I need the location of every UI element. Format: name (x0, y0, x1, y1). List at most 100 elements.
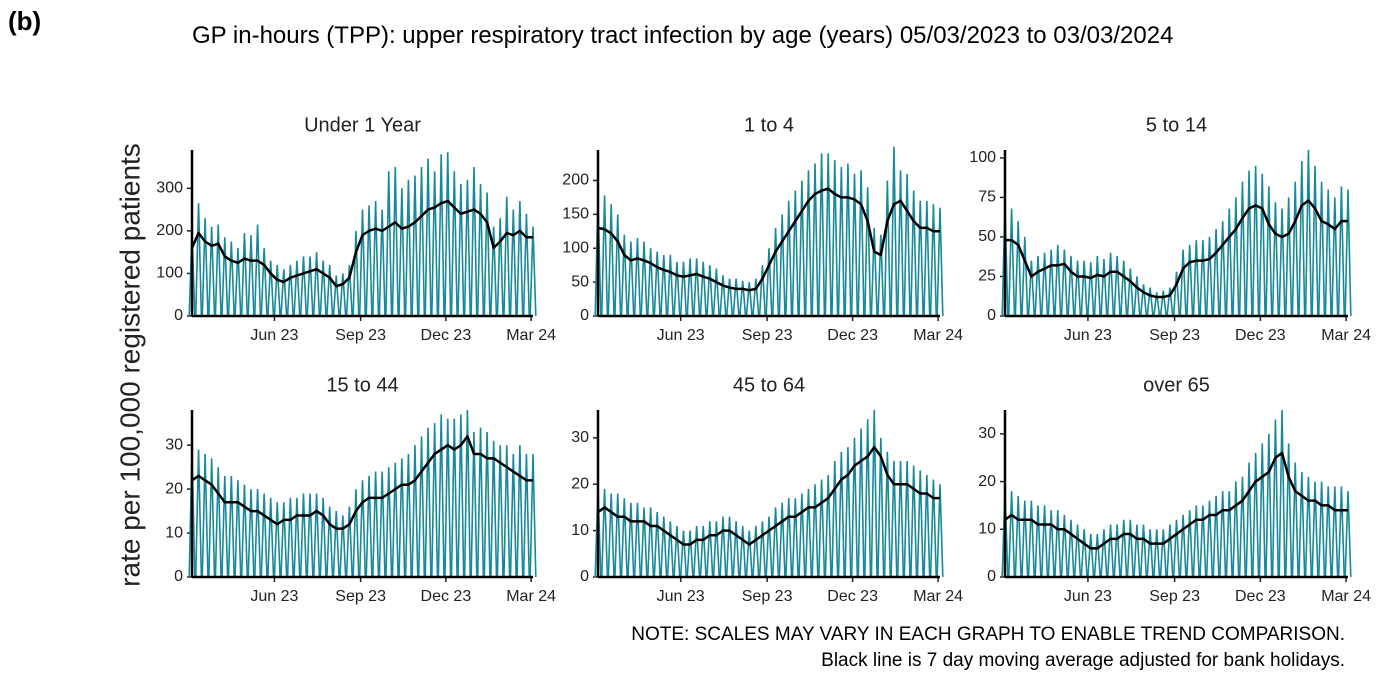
daily-spike (1311, 481, 1319, 578)
panel-title: Under 1 Year (304, 114, 421, 136)
daily-spike (633, 238, 642, 317)
daily-spike (804, 170, 813, 317)
daily-spike (1245, 170, 1253, 317)
chart-title: GP in-hours (TPP): upper respiratory tra… (192, 22, 1174, 49)
daily-spike (1113, 255, 1121, 317)
daily-spike (476, 184, 485, 317)
daily-spike (765, 516, 773, 578)
daily-spike (660, 516, 668, 578)
daily-spike (372, 201, 380, 317)
note: NOTE: SCALES MAY VARY IN EACH GRAPH TO E… (631, 624, 1345, 645)
daily-spike (614, 493, 622, 578)
daily-spike (896, 461, 905, 578)
daily-spike (844, 163, 852, 317)
daily-spike (1166, 287, 1174, 317)
daily-spike (1212, 495, 1220, 578)
x-tick-label: Dec 23 (421, 588, 472, 605)
daily-spike (739, 280, 747, 317)
y-tick-label: 75 (978, 189, 996, 206)
daily-spike (1304, 149, 1313, 317)
daily-spike (903, 173, 911, 317)
daily-spike (620, 234, 628, 317)
daily-spike (1120, 519, 1128, 578)
daily-spike (1199, 505, 1207, 578)
y-tick-label: 100 (969, 149, 996, 166)
daily-spike (509, 209, 517, 317)
daily-spike (870, 409, 878, 578)
daily-spike (758, 265, 767, 317)
daily-spike (1146, 287, 1154, 317)
daily-spike (378, 471, 386, 578)
x-tick-label: Mar 24 (1321, 588, 1371, 605)
x-tick-label: Jun 23 (657, 327, 705, 344)
daily-spike (1225, 491, 1233, 578)
daily-spike (693, 258, 701, 317)
daily-spike (699, 261, 707, 317)
x-tick-label: Dec 23 (827, 588, 878, 605)
daily-spike (431, 171, 439, 317)
daily-spike (666, 521, 674, 578)
daily-spike (679, 261, 688, 317)
daily-spike (483, 192, 491, 317)
daily-spike (398, 458, 406, 578)
daily-spike (234, 480, 242, 578)
moving-average (191, 435, 533, 530)
y-tick-label: 50 (571, 273, 589, 290)
daily-spike (765, 248, 773, 317)
daily-spike (877, 437, 885, 578)
daily-spike (194, 449, 203, 578)
y-tick-label: 0 (580, 568, 589, 585)
daily-spike (194, 203, 203, 317)
daily-spike (1172, 519, 1181, 578)
daily-spike (1219, 491, 1227, 578)
daily-spike (831, 461, 839, 578)
daily-spike (1258, 173, 1266, 317)
daily-spike (385, 467, 393, 578)
daily-spike (1265, 186, 1273, 317)
daily-spike (365, 205, 373, 317)
daily-spike (646, 248, 655, 317)
daily-spike (286, 497, 294, 578)
daily-spike (745, 530, 753, 578)
daily-spike (444, 152, 452, 317)
daily-spike (1067, 255, 1075, 317)
daily-spike (398, 188, 406, 317)
panel-label: (b) (8, 6, 42, 36)
daily-spike (771, 507, 780, 578)
daily-spike (247, 489, 255, 578)
daily-spike (870, 227, 878, 317)
daily-spike (1126, 519, 1134, 578)
daily-spike (1344, 491, 1352, 578)
daily-spike (208, 226, 216, 317)
daily-spike (1146, 529, 1154, 578)
daily-spike (214, 467, 222, 578)
x-tick-label: Jun 23 (1064, 588, 1112, 605)
daily-spike (1285, 197, 1293, 317)
daily-spike (529, 226, 537, 317)
daily-spike (1159, 529, 1167, 578)
panel-title: 5 to 14 (1146, 114, 1207, 136)
daily-spike (424, 427, 432, 578)
daily-spike (646, 507, 655, 578)
moving-average (597, 445, 940, 546)
daily-spike (693, 525, 701, 578)
daily-spike (273, 264, 281, 317)
daily-spike (824, 153, 832, 317)
daily-spike (798, 493, 806, 578)
daily-spike (293, 497, 301, 578)
x-tick-label: Mar 24 (506, 588, 556, 605)
daily-spike (745, 282, 753, 317)
daily-spike (923, 200, 931, 317)
x-tick-label: Dec 23 (1235, 327, 1286, 344)
daily-spike (752, 278, 760, 317)
daily-spike (463, 409, 472, 578)
daily-spike (1199, 240, 1207, 317)
daily-spike (1040, 252, 1049, 317)
daily-spike (358, 209, 367, 317)
daily-spike (1192, 240, 1200, 317)
daily-spike (1060, 514, 1068, 578)
daily-spike (299, 256, 308, 317)
y-tick-label: 0 (174, 568, 183, 585)
daily-spike (864, 419, 872, 578)
daily-spike (1054, 244, 1062, 317)
